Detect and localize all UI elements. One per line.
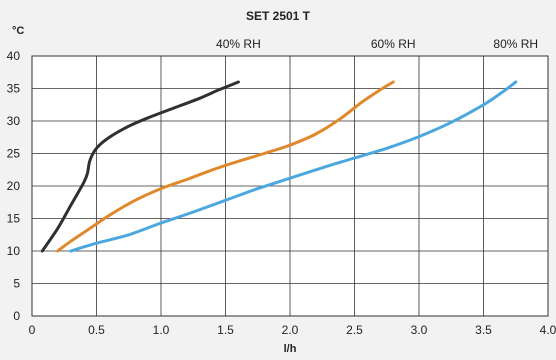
x-tick-label: 1.5	[217, 323, 234, 337]
y-tick-label: 25	[7, 147, 21, 161]
y-tick-labels: 0 5 10 15 20 25 30 35 40	[7, 49, 21, 323]
series-labels: 40% RH 60% RH 80% RH	[216, 37, 538, 51]
x-tick-label: 0	[29, 323, 36, 337]
x-tick-label: 3.5	[475, 323, 492, 337]
x-tick-labels: 0 0.5 1.0 1.5 2.0 2.5 3.0 3.5 4.0	[29, 323, 556, 337]
y-tick-label: 40	[7, 49, 21, 63]
series-line-2	[56, 80, 395, 253]
y-tick-label: 15	[7, 212, 21, 226]
grid-lines	[31, 55, 549, 317]
y-tick-label: 35	[7, 82, 21, 96]
x-axis-label: l/h	[284, 343, 297, 355]
series-label: 80% RH	[493, 37, 538, 51]
x-tick-label: 1.0	[153, 323, 170, 337]
x-tick-label: 4.0	[540, 323, 556, 337]
x-tick-label: 3.0	[411, 323, 428, 337]
y-tick-label: 0	[13, 309, 20, 323]
y-tick-label: 20	[7, 179, 21, 193]
x-tick-label: 0.5	[88, 323, 105, 337]
series-label: 40% RH	[216, 37, 261, 51]
series-label: 60% RH	[371, 37, 416, 51]
series-line-3	[69, 80, 518, 253]
y-axis-label: °C	[12, 25, 24, 37]
y-tick-label: 10	[7, 244, 21, 258]
y-tick-label: 5	[13, 277, 20, 291]
series-line-1	[40, 80, 240, 253]
y-tick-label: 30	[7, 114, 21, 128]
chart-title: SET 2501 T	[246, 9, 311, 23]
series-curves	[40, 80, 518, 253]
x-tick-label: 2.5	[346, 323, 363, 337]
x-tick-label: 2.0	[282, 323, 299, 337]
